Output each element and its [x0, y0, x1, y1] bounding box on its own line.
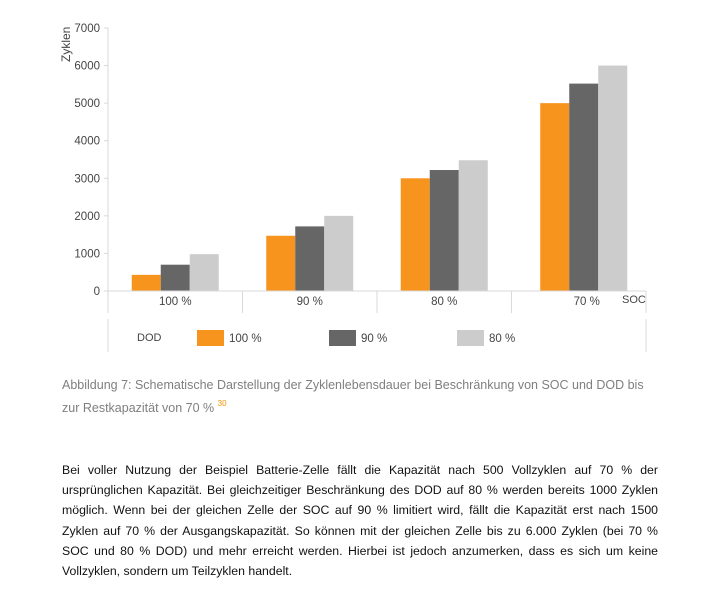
y-tick-label: 7000	[74, 23, 100, 35]
caption-text: Abbildung 7: Schematische Darstellung de…	[62, 378, 644, 416]
legend-title: DOD	[137, 332, 162, 344]
legend-swatch	[457, 330, 484, 346]
bar	[295, 226, 325, 291]
x-tick-label: 70 %	[574, 296, 600, 308]
legend-label: 100 %	[229, 333, 262, 345]
bar	[189, 254, 219, 291]
cycle-life-chart: 0 1000 2000 3000 4000 5000 6000 7000 100 % 90 % 8…	[59, 23, 647, 352]
x-tick-label: 80 %	[431, 296, 457, 308]
legend-label: 80 %	[489, 333, 515, 345]
y-tick-label: 0	[94, 286, 100, 298]
legend-swatch	[329, 330, 356, 346]
bar	[540, 103, 570, 292]
y-tick-label: 1000	[74, 248, 100, 260]
x-tick-label: 90 %	[297, 296, 323, 308]
y-tick-label: 2000	[74, 211, 100, 223]
x-tick-label: 100 %	[159, 296, 192, 308]
bar	[458, 160, 488, 291]
body-paragraph: Bei voller Nutzung der Beispiel Batterie…	[62, 463, 658, 579]
x-axis-label: SOC	[622, 294, 646, 306]
bar	[400, 178, 430, 291]
legend: DOD 100 % 90 % 80 %	[107, 319, 647, 352]
bar	[598, 65, 628, 291]
y-tick-label: 6000	[74, 61, 100, 73]
y-tick-label: 4000	[74, 136, 100, 148]
y-axis: 0 1000 2000 3000 4000 5000 6000 7000	[74, 23, 109, 298]
bar	[266, 235, 296, 291]
bar	[429, 170, 459, 291]
legend-label: 90 %	[361, 333, 387, 345]
y-tick-label: 3000	[74, 173, 100, 185]
caption-footnote: 30	[217, 399, 227, 408]
legend-swatch	[197, 330, 224, 346]
x-axis: 100 % 90 % 80 % 70 %	[107, 290, 647, 313]
y-axis-label: Zyklen	[59, 27, 73, 62]
bars	[131, 65, 628, 292]
bar	[569, 83, 599, 291]
figure-caption: Abbildung 7: Schematische Darstellung de…	[62, 376, 662, 418]
bar	[131, 274, 161, 291]
bar	[160, 264, 190, 291]
bar	[324, 215, 354, 291]
y-tick-label: 5000	[74, 98, 100, 110]
